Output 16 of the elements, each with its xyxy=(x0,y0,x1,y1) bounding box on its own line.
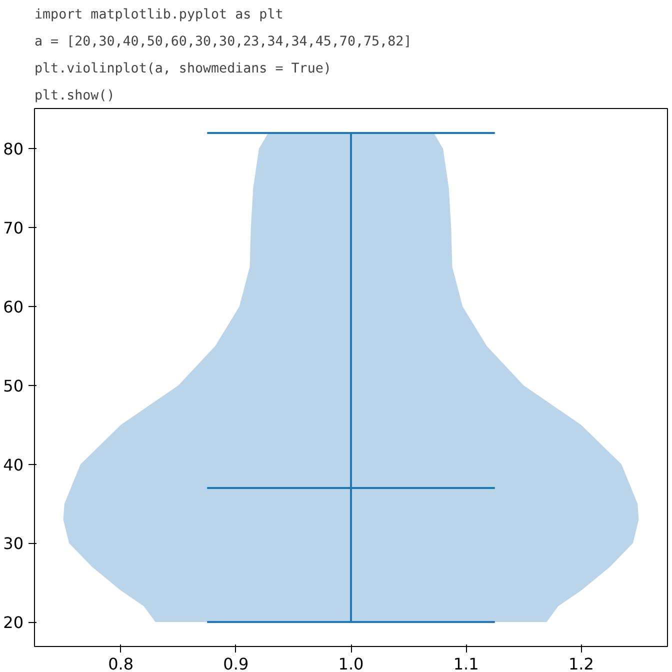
y-tick-label: 80 xyxy=(3,140,24,159)
text: plt.violinplot(a, showmedians = True) xyxy=(34,62,332,76)
y-tick-label: 70 xyxy=(3,218,24,238)
x-tick-label: 0.8 xyxy=(108,654,134,672)
y-tick-label: 40 xyxy=(3,455,24,474)
x-tick-label: 1.2 xyxy=(568,654,594,672)
x-tick-label: 0.9 xyxy=(223,654,249,672)
text: a = [20,30,40,50,60,30,30,23,34,34,45,70,75,82] xyxy=(34,34,412,50)
y-tick-label: 30 xyxy=(3,534,24,554)
y-tick-label: 50 xyxy=(3,376,24,396)
text: plt.show() xyxy=(34,88,115,104)
x-tick-label: 1.0 xyxy=(338,654,364,672)
y-tick-label: 20 xyxy=(3,613,24,632)
text: import matplotlib.pyplot as plt xyxy=(34,8,284,22)
y-tick-label: 60 xyxy=(3,298,24,317)
x-tick-label: 1.1 xyxy=(453,654,479,672)
